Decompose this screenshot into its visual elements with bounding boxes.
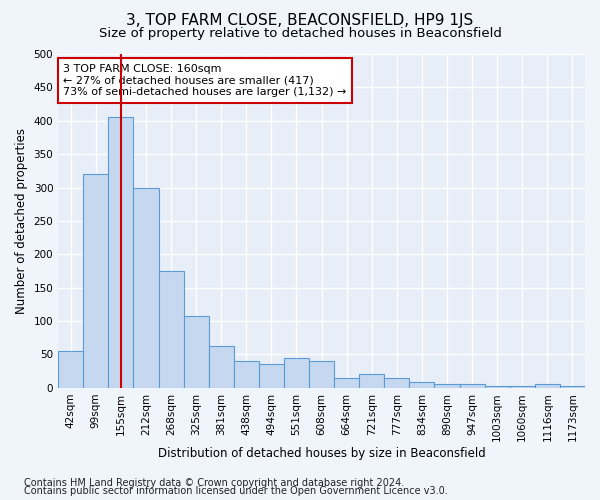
Bar bbox=[535, 384, 560, 388]
Text: Contains public sector information licensed under the Open Government Licence v3: Contains public sector information licen… bbox=[24, 486, 448, 496]
Bar bbox=[184, 316, 209, 388]
Bar bbox=[359, 374, 385, 388]
Bar bbox=[460, 384, 485, 388]
Bar bbox=[58, 351, 83, 388]
Bar bbox=[334, 378, 359, 388]
Bar bbox=[234, 361, 259, 388]
Text: Size of property relative to detached houses in Beaconsfield: Size of property relative to detached ho… bbox=[98, 28, 502, 40]
Bar bbox=[485, 386, 510, 388]
Bar bbox=[133, 188, 158, 388]
Bar bbox=[209, 346, 234, 388]
Text: 3 TOP FARM CLOSE: 160sqm
← 27% of detached houses are smaller (417)
73% of semi-: 3 TOP FARM CLOSE: 160sqm ← 27% of detach… bbox=[64, 64, 347, 97]
Text: Contains HM Land Registry data © Crown copyright and database right 2024.: Contains HM Land Registry data © Crown c… bbox=[24, 478, 404, 488]
Bar bbox=[560, 386, 585, 388]
Bar bbox=[434, 384, 460, 388]
Bar bbox=[158, 271, 184, 388]
Y-axis label: Number of detached properties: Number of detached properties bbox=[15, 128, 28, 314]
Bar bbox=[309, 361, 334, 388]
Text: 3, TOP FARM CLOSE, BEACONSFIELD, HP9 1JS: 3, TOP FARM CLOSE, BEACONSFIELD, HP9 1JS bbox=[127, 12, 473, 28]
Bar bbox=[259, 364, 284, 388]
Bar bbox=[284, 358, 309, 388]
Bar bbox=[109, 118, 133, 388]
Bar bbox=[83, 174, 109, 388]
Bar bbox=[385, 378, 409, 388]
X-axis label: Distribution of detached houses by size in Beaconsfield: Distribution of detached houses by size … bbox=[158, 447, 485, 460]
Bar bbox=[409, 382, 434, 388]
Bar bbox=[510, 386, 535, 388]
